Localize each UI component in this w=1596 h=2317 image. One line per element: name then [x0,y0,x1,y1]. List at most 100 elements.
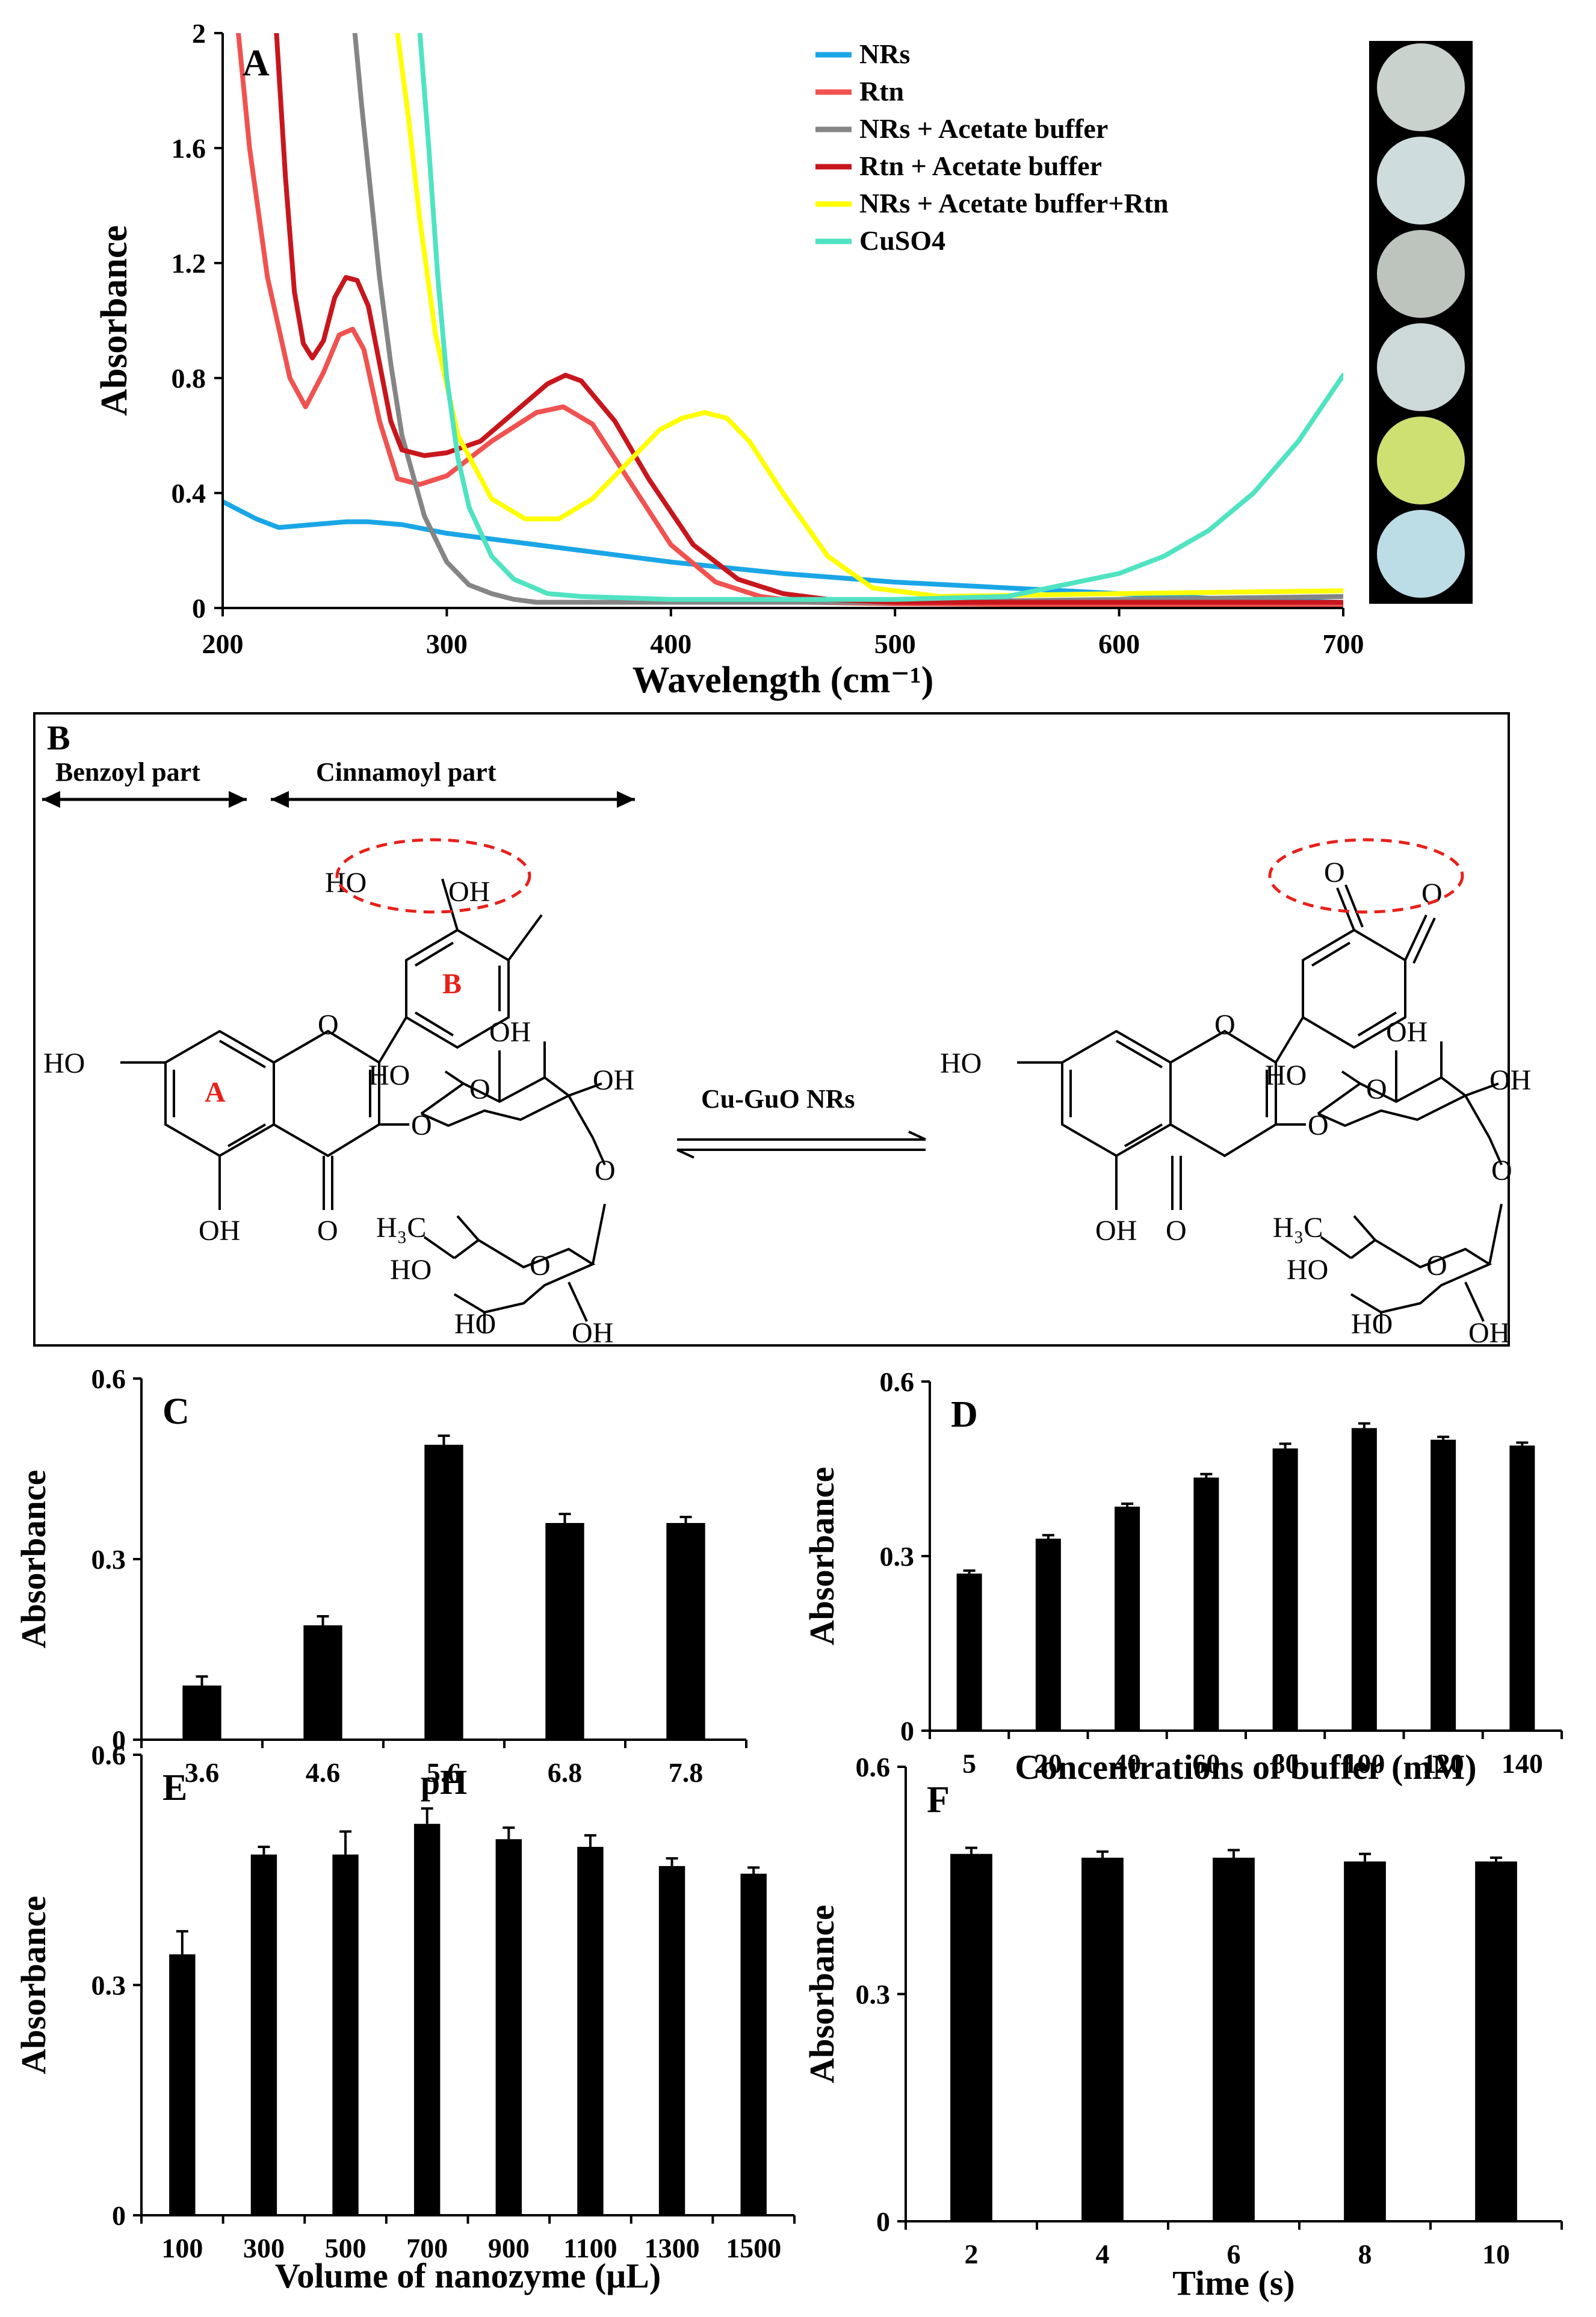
o-label: O [1426,1250,1447,1282]
oh-label: OH [1095,1215,1137,1247]
bar [495,1839,522,2215]
bar [1115,1506,1140,1731]
x-axis-title: Time (s) [1172,2263,1295,2303]
x-axis-title: Concentrations of buffer (mM) [1015,1748,1476,1787]
o-label: O [1366,1073,1387,1105]
bar [182,1686,221,1740]
catechol-highlight [335,838,531,914]
panel-letter: E [162,1767,187,1808]
bar [303,1625,342,1740]
benzoyl-part-arrow [42,791,247,808]
x-tick-label: 120 [1423,1748,1464,1779]
bar [1035,1539,1061,1731]
bar [1509,1445,1535,1731]
panel-f-bar-chart: 0 0.3 0.6 2 4 6 8 10 Time (s) Absorbance F [802,1752,1563,2303]
series-line-5 [395,33,1343,599]
x-tick-label: 100 [1343,1748,1385,1779]
y-tick-label: 0.3 [91,1544,126,1575]
vial-sample-5 [1377,417,1465,504]
panel-letter: F [927,1779,950,1820]
y-tick-label: 0 [112,2200,126,2231]
rutin-labels: HO OH O O O HO OH OH HO O OH O H₃C HO O … [43,867,634,1349]
y-tick-label: 0 [112,1725,126,1755]
vial-photo-strip [1369,41,1473,604]
y-tick-label: 2 [192,18,206,49]
x-tick-label: 5.6 [427,1757,462,1788]
oh-label: OH [199,1215,240,1247]
oh-label: OH [1489,1064,1531,1096]
panel-a-line-chart: 0 0.4 0.8 1.2 1.6 2 200 300 400 500 600 700 Waveleng… [94,18,1473,701]
vial-sample-2 [1377,137,1465,225]
series-line-6 [417,33,1343,602]
bar [1344,1861,1386,2221]
bar [1475,1861,1517,2221]
y-tick-label: 0.6 [91,1740,126,1770]
x-tick-label: 300 [426,628,468,659]
y-tick-label: 0 [876,2206,890,2237]
o-label: O [595,1155,616,1186]
oh-label: HO [325,867,367,899]
x-tick-label: 140 [1502,1748,1543,1779]
bar [1193,1477,1219,1731]
oh-label: HO [368,1059,410,1091]
bar [413,1823,441,2215]
y-tick-label: 0 [900,1716,914,1746]
rutin-structure [120,878,606,1333]
quinone-o-label: O [1324,857,1345,889]
y-axis-title: Absorbance [802,1905,841,2083]
panel-e-bar-chart: 0 0.3 0.6 100 300 500 700 900 1100 1300 1500 Volume… [14,1740,796,2295]
x-tick-label: 1300 [645,2233,700,2263]
y-tick-label: 0.4 [172,478,206,509]
vial-sample-1 [1377,43,1465,131]
cinnamoyl-part-label: Cinnamoyl part [316,757,496,787]
x-tick-label: 1500 [726,2233,781,2263]
legend-label: Rtn + Acetate buffer [859,150,1102,181]
rutin-quinone-structure [1017,884,1503,1333]
quinone-o-label: O [1421,878,1443,910]
oh-label: OH [448,876,490,908]
x-axis-title: Wavelength (cm⁻¹) [633,660,934,701]
bar [169,1954,196,2215]
benzoyl-part-label: Benzoyl part [55,757,200,787]
series-line-4 [274,33,1343,605]
ring-o-label: O [318,1009,339,1041]
oh-label: HO [940,1047,982,1079]
x-tick-label: 80 [1272,1748,1299,1779]
catalyst-label: Cu-GuO NRs [701,1084,855,1114]
oh-label: OH [489,1016,531,1048]
x-tick-label: 700 [406,2233,448,2263]
x-tick-label: 700 [1323,628,1364,659]
vial-sample-4 [1377,323,1465,411]
oh-label: HO [1287,1254,1328,1286]
bar [424,1445,463,1740]
bar [577,1847,604,2215]
vial-sample-6 [1377,510,1465,598]
y-tick-label: 1.6 [172,133,206,164]
oh-label: HO [1351,1308,1393,1340]
y-axis-title: Absorbance [14,1470,53,1648]
scheme-frame [33,712,1510,1347]
quinone-labels: HO OH O O O O O OH HO O OH O H₃C HO O HO… [940,857,1531,1349]
x-tick-label: 3.6 [185,1757,220,1788]
h3c-label: H₃C [376,1212,426,1244]
bar [658,1866,685,2215]
x-tick-label: 6 [1227,2239,1241,2269]
bar [250,1854,277,2215]
ring-b-label: B [442,968,462,1000]
x-axis-title: Volume of nanozyme (μL) [275,2256,661,2295]
y-axis-title: Absorbance [14,1896,53,2074]
series-line-3 [352,33,1343,605]
oh-label: OH [572,1317,613,1349]
x-tick-label: 200 [202,628,244,659]
bar [1431,1439,1456,1731]
h3c-label: H₃C [1273,1212,1323,1244]
cinnamoyl-part-arrow [271,791,635,808]
bar [950,1853,992,2221]
oh-label: HO [454,1308,496,1340]
x-tick-label: 600 [1098,628,1140,659]
x-tick-label: 20 [1035,1748,1062,1779]
oh-label: OH [1386,1016,1427,1048]
o-label: O [1491,1155,1512,1186]
bar [1351,1428,1377,1731]
panel-c-bar-chart: 0 0.3 0.6 3.6 4.6 5.6 6.8 7.8 pH Absorbance C [14,1363,747,1802]
